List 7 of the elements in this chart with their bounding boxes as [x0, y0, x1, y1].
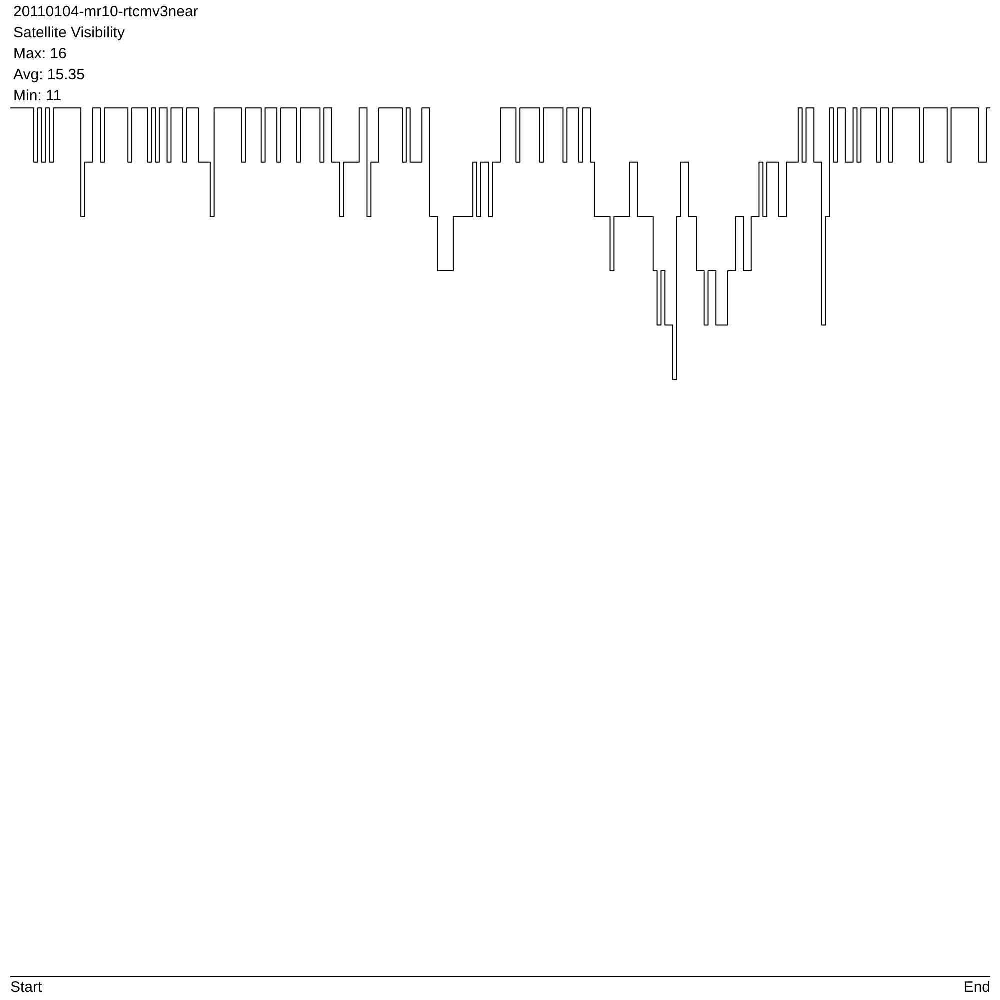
chart-title: 20110104-mr10-rtcmv3near — [14, 4, 198, 20]
text: Avg: 15.35 — [14, 66, 85, 84]
text: Min: 11 — [14, 88, 62, 104]
chart-subtitle: Satellite Visibility — [14, 24, 126, 42]
text: Max: 16 — [14, 46, 67, 62]
text: End — [964, 978, 991, 996]
text: Start — [10, 978, 44, 996]
